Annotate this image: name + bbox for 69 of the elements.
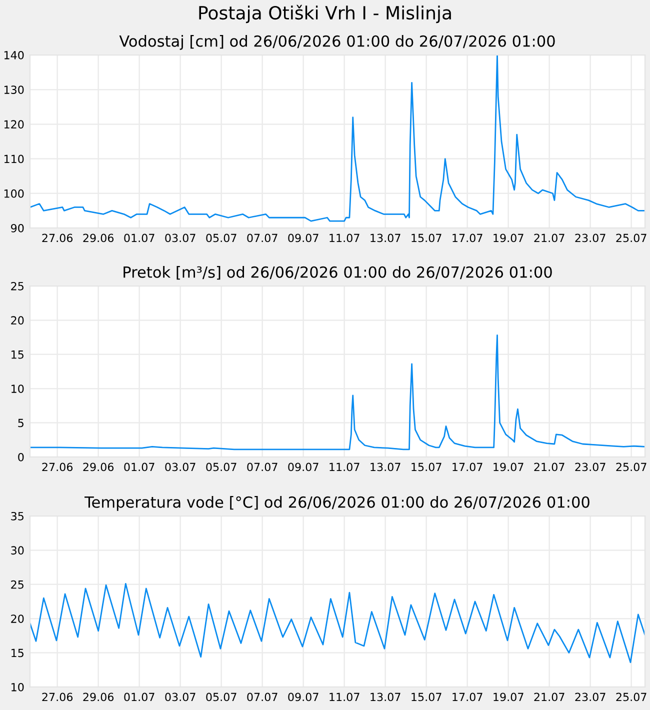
x-tick-label: 07.07 [247, 234, 278, 242]
x-tick-label: 13.07 [370, 692, 400, 702]
x-tick-label: 17.07 [452, 692, 482, 702]
x-tick-label: 03.07 [165, 692, 196, 702]
x-tick-label: 29.06 [83, 234, 114, 242]
y-tick-label: 20 [11, 316, 24, 325]
y-tick-label: 140 [4, 50, 24, 60]
x-tick-label: 19.07 [494, 234, 524, 242]
x-tick-label: 03.07 [165, 234, 196, 242]
x-tick-label: 05.07 [206, 462, 236, 472]
y-tick-label: 130 [4, 86, 24, 94]
y-tick-label: 90 [11, 224, 24, 232]
x-tick-label: 01.07 [124, 692, 154, 702]
y-tick-label: 10 [12, 682, 24, 692]
x-tick-label: 07.07 [247, 462, 278, 472]
line-series [30, 583, 645, 664]
x-tick-label: 17.07 [452, 234, 482, 242]
x-tick-label: 27.06 [42, 462, 73, 472]
x-tick-label: 17.07 [452, 462, 482, 472]
y-tick-label: 15 [12, 350, 24, 359]
y-tick-label: 35 [11, 512, 24, 520]
x-tick-label: 15.07 [412, 462, 442, 472]
x-tick-label: 07.07 [247, 692, 278, 702]
x-tick-label: 05.07 [206, 234, 236, 242]
x-tick-label: 23.07 [575, 234, 606, 242]
x-tick-label: 21.07 [534, 462, 564, 472]
x-tick-label: 09.07 [288, 234, 318, 242]
line-series [30, 334, 645, 450]
x-tick-label: 11.07 [330, 234, 360, 242]
x-tick-label: 29.06 [83, 692, 114, 702]
x-tick-label: 23.07 [575, 462, 606, 472]
x-tick-label: 03.07 [165, 462, 196, 472]
y-tick-label: 30 [11, 546, 24, 555]
x-tick-label: 11.07 [330, 462, 360, 472]
y-tick-label: 20 [11, 614, 24, 623]
x-tick-label: 23.07 [575, 692, 606, 702]
x-tick-label: 29.06 [83, 462, 114, 472]
y-tick-label: 25 [11, 580, 24, 589]
y-tick-label: 5 [18, 418, 24, 428]
chart-title: Postaja Otiški Vrh I - Mislinja [199, 4, 451, 24]
x-tick-label: 01.07 [124, 234, 154, 242]
y-tick-label: 10 [12, 384, 24, 393]
y-tick-label: 25 [11, 282, 24, 290]
x-tick-label: 27.06 [42, 234, 73, 242]
y-tick-label: 120 [4, 120, 24, 129]
x-tick-label: 27.06 [42, 692, 73, 702]
y-tick-label: 110 [4, 154, 24, 164]
x-tick-label: 13.07 [370, 234, 400, 242]
y-tick-label: 15 [12, 648, 24, 658]
x-tick-label: 13.07 [370, 462, 400, 472]
x-tick-label: 21.07 [534, 234, 564, 242]
chart-title: Temperatura vode [°C] od 26/06/2026 01:00 do 26/07/2026 01:00 [84, 496, 590, 511]
x-tick-label: 15.07 [412, 234, 442, 242]
x-tick-label: 09.07 [288, 462, 318, 472]
x-tick-label: 19.07 [494, 462, 524, 472]
chart-subtitle: Vodostaj [cm] od 26/06/2026 01:00 do 26/07/2026 01:00 [119, 35, 555, 50]
x-tick-label: 25.07 [616, 462, 646, 472]
x-tick-label: 21.07 [534, 692, 564, 702]
x-tick-label: 15.07 [412, 692, 442, 702]
x-tick-label: 01.07 [124, 462, 154, 472]
x-tick-label: 09.07 [288, 692, 318, 702]
x-tick-label: 19.07 [494, 692, 524, 702]
y-tick-label: 0 [18, 452, 24, 462]
x-tick-label: 05.07 [206, 692, 236, 702]
x-tick-label: 11.07 [330, 692, 360, 702]
x-tick-label: 25.07 [616, 692, 646, 702]
x-tick-label: 25.07 [616, 234, 646, 242]
y-tick-label: 100 [4, 189, 24, 198]
chart-title: Pretok [m³/s] od 26/06/2026 01:00 do 26/07/2026 01:00 [124, 266, 552, 280]
